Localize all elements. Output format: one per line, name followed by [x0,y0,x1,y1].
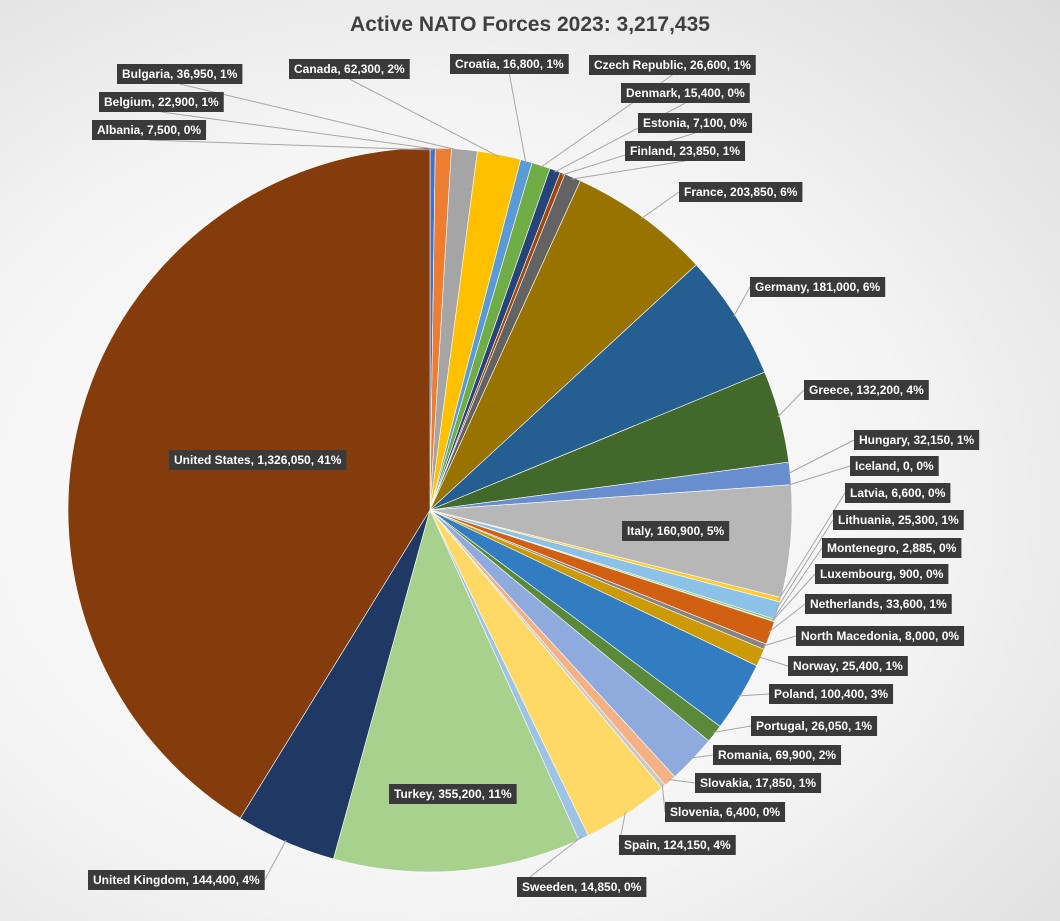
data-label-bg-north-macedonia [796,626,965,646]
leader-line-france [641,191,680,219]
data-label-norway: Norway, 25,400, 1% [793,659,903,673]
leader-line-canada [349,78,500,158]
data-label-belgium: Belgium, 22,900, 1% [104,95,219,109]
data-label-bg-france [679,182,803,202]
leader-line-united-kingdom [264,839,287,881]
leader-line-croatia [508,73,527,164]
leader-line-montenegro [772,547,823,620]
slice-france [429,180,697,511]
pie-slices [67,147,793,873]
leader-line-hungary [787,439,855,475]
data-label-bg-montenegro [822,538,962,558]
data-label-sweeden: Sweeden, 14,850, 0% [522,880,642,894]
data-label-bg-spain [619,835,736,855]
data-label-slovenia: Slovenia, 6,400, 0% [670,805,780,819]
data-label-bg-italy [622,521,730,541]
data-label-albania: Albania, 7,500, 0% [97,123,201,137]
data-label-germany: Germany, 181,000, 6% [755,280,881,294]
data-label-bg-bulgaria [117,64,243,84]
data-label-united-states: United States, 1,326,050, 41% [174,453,342,467]
data-label-bg-luxembourg [815,564,949,584]
data-label-netherlands: Netherlands, 33,600, 1% [810,597,947,611]
data-label-romania: Romania, 69,900, 2% [718,748,836,762]
leader-line-lithuania [775,519,834,611]
data-label-bg-denmark [621,83,750,103]
data-label-bg-czech-republic [589,55,756,75]
data-label-bg-lithuania [833,510,964,530]
slice-united-states [67,147,431,819]
data-label-luxembourg: Luxembourg, 900, 0% [820,567,944,581]
data-label-france: France, 203,850, 6% [684,185,798,199]
data-label-bg-sweeden [517,877,647,897]
leader-line-finland [571,160,686,180]
data-label-bg-turkey [389,784,517,804]
leader-line-greece [777,389,805,418]
leader-lines [149,73,855,888]
data-label-bg-iceland [850,456,939,476]
data-label-lithuania: Lithuania, 25,300, 1% [838,513,959,527]
data-label-greece: Greece, 132,200, 4% [809,383,924,397]
leader-line-north-macedonia [763,635,797,647]
data-label-bg-croatia [450,54,569,74]
data-label-bg-germany [750,277,886,297]
data-label-latvia: Latvia, 6,600, 0% [850,486,946,500]
data-label-north-macedonia: North Macedonia, 8,000, 0% [801,629,959,643]
data-label-bg-norway [788,656,908,676]
data-label-estonia: Estonia, 7,100, 0% [643,116,747,130]
leader-line-bulgaria [179,83,465,153]
data-label-poland: Poland, 100,400, 3% [774,687,888,701]
data-label-bulgaria: Bulgaria, 36,950, 1% [122,67,238,81]
data-label-turkey: Turkey, 355,200, 11% [394,787,512,801]
data-label-bg-united-states [169,450,347,470]
data-label-bg-belgium [99,92,224,112]
data-labels: Albania, 7,500, 0% Belgium, 22,900, 1% Bul… [88,54,980,897]
data-label-bg-slovakia [695,773,822,793]
slice-germany [429,264,766,511]
leader-line-poland [738,693,770,697]
data-label-croatia: Croatia, 16,800, 1% [455,57,564,71]
data-label-bg-slovenia [665,802,786,822]
leader-line-portugal [712,725,752,734]
data-label-spain: Spain, 124,150, 4% [624,838,731,852]
data-label-montenegro: Montenegro, 2,885, 0% [827,541,957,555]
data-label-bg-romania [713,745,842,765]
data-label-bg-latvia [845,483,951,503]
data-label-denmark: Denmark, 15,400, 0% [626,86,745,100]
data-label-portugal: Portugal, 26,050, 1% [756,719,872,733]
leader-line-belgium [161,111,444,151]
data-label-bg-estonia [638,113,753,133]
data-label-bg-portugal [751,716,878,736]
data-label-bg-canada [289,59,410,79]
data-label-bg-poland [769,684,894,704]
data-label-canada: Canada, 62,300, 2% [294,62,405,76]
leader-line-romania [690,754,714,759]
data-label-italy: Italy, 160,900, 5% [627,524,725,538]
data-label-bg-hungary [854,430,980,450]
data-label-slovakia: Slovakia, 17,850, 1% [700,776,816,790]
slice-turkey [333,509,580,873]
data-label-bg-united-kingdom [88,870,265,890]
leader-line-germany [733,286,751,317]
data-label-bg-greece [804,380,929,400]
leader-line-norway [758,656,789,667]
leader-line-iceland [788,465,851,486]
data-label-hungary: Hungary, 32,150, 1% [859,433,974,447]
data-label-finland: Finland, 23,850, 1% [630,144,740,158]
data-label-bg-albania [92,120,207,140]
leader-line-netherlands [768,603,806,633]
leader-line-albania [149,139,433,151]
data-label-united-kingdom: United Kingdom, 144,400, 4% [93,873,260,887]
data-label-bg-netherlands [805,594,952,614]
chart-title: Active NATO Forces 2023: 3,217,435 [350,13,710,36]
leader-line-luxembourg [772,573,816,622]
data-label-iceland: Iceland, 0, 0% [855,459,934,473]
leader-line-slovenia [661,784,666,813]
data-label-czech-republic: Czech Republic, 26,600, 1% [594,58,751,72]
leader-line-slovakia [668,778,696,784]
data-label-bg-finland [625,141,746,161]
